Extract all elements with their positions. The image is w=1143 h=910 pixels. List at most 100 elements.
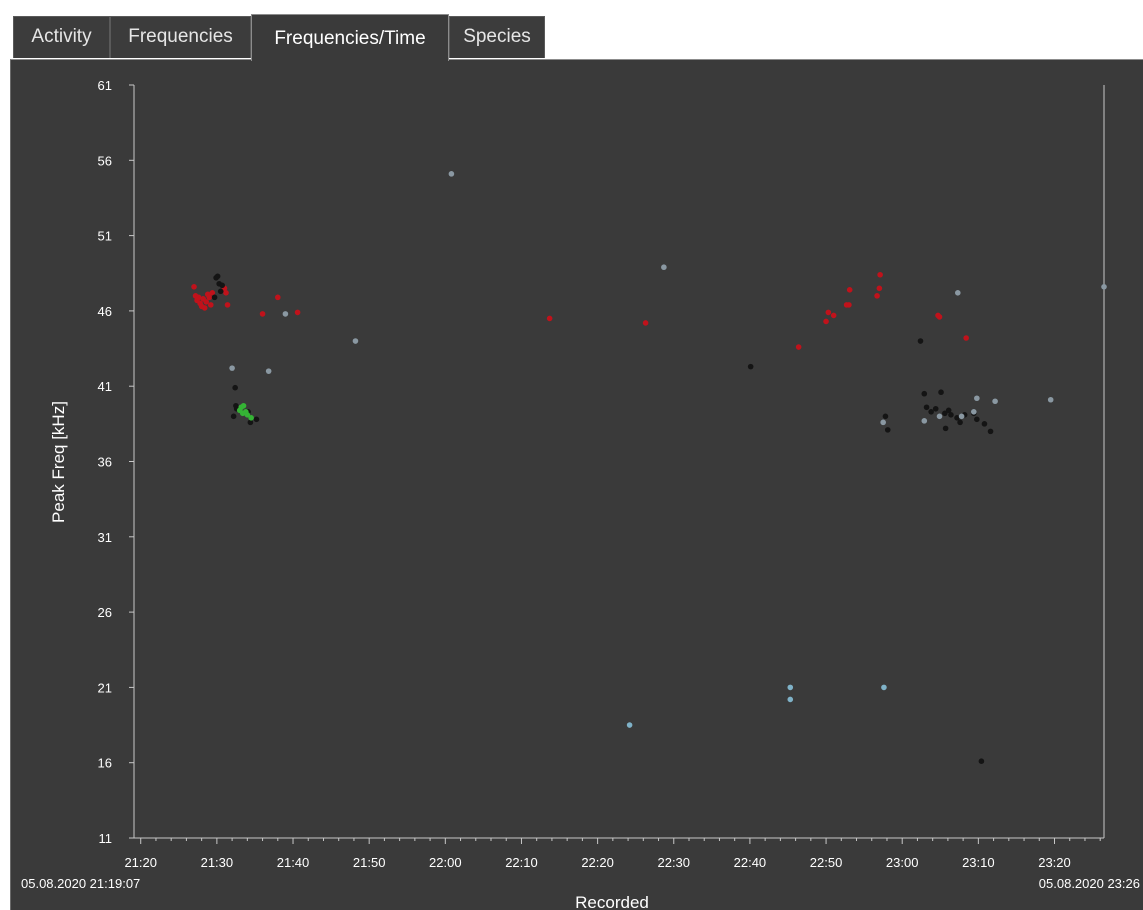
x-axis	[134, 85, 1105, 839]
scatter-point	[201, 305, 208, 311]
scatter-point	[240, 402, 247, 409]
scatter-point	[846, 287, 853, 293]
scatter-point	[874, 293, 880, 299]
y-ticks: 61 56 51 46 41 36 31 26 21 16 11	[98, 78, 134, 846]
x-start-label: 05.08.2020 21:19:07	[21, 876, 140, 891]
scatter-point	[882, 413, 889, 420]
x-tick-label: 22:40	[734, 855, 767, 870]
scatter-point	[823, 318, 829, 325]
scatter-point	[229, 365, 235, 371]
scatter-point	[1101, 284, 1107, 290]
scatter-point	[936, 413, 943, 420]
y-axis-title: Peak Freq [kHz]	[49, 401, 68, 523]
scatter-point	[846, 302, 852, 308]
scatter-point	[958, 413, 965, 420]
y-tick-label: 26	[98, 605, 112, 620]
scatter-point	[248, 415, 254, 421]
scatter-point	[626, 722, 633, 728]
scatter-point	[970, 409, 977, 415]
scatter-point	[884, 427, 891, 433]
scatter-point	[963, 335, 969, 341]
scatter-point	[881, 684, 887, 691]
scatter-point	[877, 271, 883, 278]
x-ticks: 21:20 21:30 21:40 21:50 22:00 22:10 22:20 22:30…	[124, 838, 1101, 870]
scatter-point	[1047, 396, 1054, 403]
scatter-point	[265, 368, 272, 374]
scatter-point	[948, 412, 954, 418]
x-end-label: 05.08.2020 23:26	[1039, 876, 1140, 891]
scatter-point	[203, 299, 210, 305]
x-tick-label: 21:20	[124, 855, 157, 870]
scatter-point	[921, 390, 928, 397]
scatter-point	[787, 684, 794, 691]
y-tick-label: 31	[98, 530, 112, 545]
scatter-point	[661, 264, 667, 271]
scatter-point	[217, 288, 224, 295]
y-tick-label: 51	[98, 229, 112, 244]
chart-panel: 61 56 51 46 41 36 31 26 21 16 11 21:20 21:30 21:40 21…	[10, 59, 1143, 910]
scatter-point	[942, 410, 948, 417]
scatter-point	[211, 294, 218, 301]
tab-frequencies-time[interactable]: Frequencies/Time	[251, 14, 449, 61]
x-tick-label: 23:00	[886, 855, 919, 870]
scatter-point	[957, 419, 963, 426]
y-tick-label: 61	[98, 78, 112, 93]
y-tick-label: 56	[98, 153, 112, 168]
scatter-point	[942, 425, 949, 432]
scatter-point	[876, 285, 883, 292]
scatter-point	[830, 312, 837, 319]
y-tick-label: 11	[99, 831, 113, 846]
scatter-point	[206, 294, 213, 301]
x-tick-label: 22:30	[657, 855, 690, 870]
scatter-point	[787, 696, 794, 703]
scatter-point	[932, 405, 939, 412]
scatter-point	[921, 418, 928, 424]
y-tick-label: 16	[98, 756, 112, 771]
tab-activity[interactable]: Activity	[13, 16, 110, 58]
scatter-point	[923, 404, 930, 411]
x-tick-label: 21:30	[201, 855, 234, 870]
tab-frequencies[interactable]: Frequencies	[110, 16, 251, 58]
data-points	[191, 171, 1107, 764]
x-tick-label: 22:50	[810, 855, 843, 870]
scatter-point	[282, 311, 289, 317]
scatter-point	[214, 273, 221, 280]
x-tick-label: 21:40	[277, 855, 310, 870]
scatter-point	[230, 413, 237, 420]
tab-species[interactable]: Species	[449, 16, 545, 58]
scatter-point	[978, 758, 985, 764]
scatter-point	[352, 338, 359, 344]
y-tick-label: 36	[98, 455, 112, 470]
x-tick-label: 23:20	[1038, 855, 1071, 870]
scatter-point	[244, 412, 251, 418]
scatter-point	[253, 416, 260, 423]
scatter-point	[219, 282, 226, 289]
scatter-point	[207, 302, 214, 308]
scatter-point	[546, 315, 553, 322]
scatter-point	[825, 309, 832, 316]
scatter-point	[239, 410, 246, 417]
scatter-point	[938, 389, 944, 396]
x-axis-title: Recorded	[575, 893, 649, 910]
x-tick-label: 21:50	[353, 855, 386, 870]
scatter-point	[981, 421, 988, 427]
scatter-point	[987, 428, 994, 435]
scatter-point	[224, 302, 231, 308]
scatter-point	[795, 344, 802, 350]
scatter-point	[945, 407, 952, 414]
y-tick-label: 46	[98, 304, 112, 319]
scatter-point	[448, 171, 455, 177]
scatter-point	[642, 320, 649, 326]
scatter-point	[294, 309, 301, 316]
x-tick-label: 22:20	[581, 855, 614, 870]
scatter-point	[209, 290, 216, 296]
tab-bar: Activity Frequencies Frequencies/Time Sp…	[0, 0, 1143, 61]
scatter-point	[954, 415, 960, 421]
scatter-point	[936, 314, 943, 320]
scatter-point	[274, 294, 281, 301]
scatter-point	[259, 311, 266, 317]
scatter-point	[992, 398, 998, 405]
scatter-point	[880, 419, 886, 426]
scatter-point	[974, 395, 980, 402]
